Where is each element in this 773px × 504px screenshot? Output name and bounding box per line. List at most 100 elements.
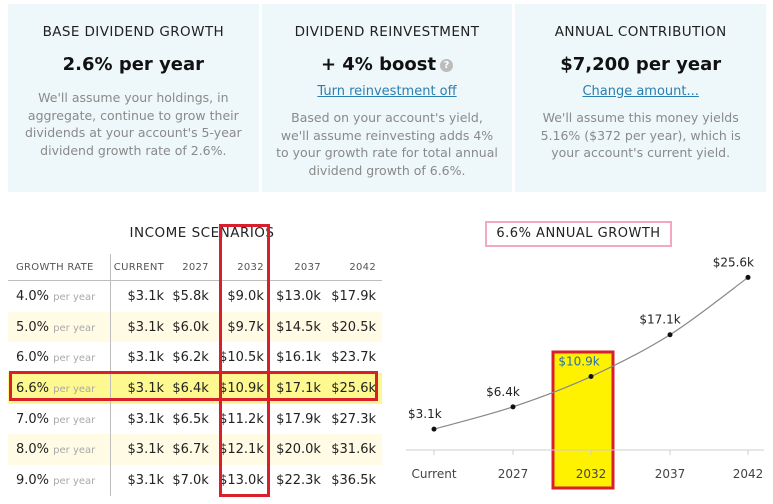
reinvestment-description: Based on your account's yield, we'll ass… [276,110,498,178]
data-label: $17.1k [639,313,680,327]
income-cell: $17.9k [276,411,321,427]
income-cell: $13.0k [219,472,264,488]
income-cell: $13.0k [276,288,321,304]
table-row[interactable]: 5.0% per year $3.1k $6.0k $9.7k $14.5k $20.5k [8,311,382,343]
growth-rate-value: 5.0% [16,319,50,335]
assumption-panels: BASE DIVIDEND GROWTH 2.6% per year We'll… [8,4,767,192]
income-cell: $3.1k [127,288,165,304]
table-row[interactable]: 7.0% per year $3.1k $6.5k $11.2k $17.9k $27.3… [8,403,382,435]
income-cell: $31.6k [326,434,382,466]
income-cell: $6.2k [172,350,209,366]
data-label: $10.9k [558,355,599,369]
reinvestment-panel: DIVIDEND REINVESTMENT + 4% boost? Turn r… [261,4,513,192]
income-scenarios-title: INCOME SCENARIOS [129,225,275,241]
income-cell: $36.5k [331,472,376,488]
income-cell: $16.1k [276,350,321,366]
table-row[interactable]: 8.0% per year $3.1k $6.7k $12.1k $20.0k $31.6… [8,434,382,466]
highlight-2032-column [219,224,270,497]
contribution-panel: ANNUAL CONTRIBUTION $7,200 per year Chan… [515,4,767,192]
income-cell: $3.1k [127,472,165,488]
income-cell: $3.1k [110,311,171,343]
data-point [510,404,516,410]
income-cell: $12.1k [214,434,270,466]
reinvestment-value-row: + 4% boost? [262,54,513,75]
data-label: $25.6k [713,255,754,269]
income-cell: $11.2k [219,411,264,427]
growth-rate-cell: 7.0% per year [8,403,111,435]
highlight-bar-2032 [551,350,615,490]
growth-rate-value: 4.0% [16,288,50,304]
data-point [745,274,751,280]
question-circle-icon[interactable]: ? [440,58,454,72]
base-growth-heading: BASE DIVIDEND GROWTH [42,24,225,40]
per-year-label: per year [53,383,96,395]
income-cell: $3.1k [127,411,165,427]
growth-rate-cell: 9.0% per year [8,465,111,496]
per-year-label: per year [53,445,96,457]
contribution-description: We'll assume this money yields 5.16% ($3… [540,110,741,160]
data-point [667,332,673,338]
base-growth-value: 2.6% per year [62,54,205,75]
per-year-label: per year [53,291,96,303]
table-row[interactable]: 4.0% per year $3.1k $5.8k $9.0k $13.0k $17.9k [8,280,382,312]
data-point [431,426,437,432]
per-year-label: per year [53,322,96,334]
table-header-row: GROWTH RATE CURRENT 2027 2032 2037 2042 [8,254,382,281]
header-2042: 2042 [326,254,382,281]
income-cell: $9.7k [214,311,270,343]
x-tick-label: Current [411,467,456,481]
income-cell: $7.0k [172,472,209,488]
change-amount-link[interactable]: Change amount... [582,84,699,99]
base-growth-description: We'll assume your holdings, in aggregate… [24,90,242,158]
header-2037: 2037 [269,254,327,281]
growth-rate-value: 6.6% [16,380,50,396]
highlight-selected-row [9,371,378,401]
x-tick-label: 2027 [498,467,529,481]
income-cell: $6.5k [172,411,209,427]
x-tick-label: 2037 [655,467,686,481]
income-cell: $22.3k [276,472,321,488]
per-year-label: per year [53,353,96,365]
header-2027: 2027 [170,254,215,281]
per-year-label: per year [53,475,96,487]
header-2032: 2032 [214,254,270,281]
income-cell: $14.5k [269,311,327,343]
income-cell: $27.3k [331,411,376,427]
reinvestment-value: + 4% boost [320,54,437,75]
income-cell: $6.0k [170,311,215,343]
growth-line-chart: $3.1k Current $6.4k 2027 $10.9k 2032 $17.1k 203… [406,255,764,490]
table-row[interactable]: 6.0% per year $3.1k $6.2k $10.5k $16.1k $23.7… [8,342,382,374]
growth-rate-value: 8.0% [16,442,50,458]
x-tick-label: 2042 [733,467,764,481]
income-cell: $3.1k [110,434,171,466]
reinvestment-heading: DIVIDEND REINVESTMENT [294,24,480,40]
income-cell: $5.8k [172,288,209,304]
growth-rate-cell: 5.0% per year [8,311,111,343]
income-cell: $10.5k [219,350,264,366]
header-current: CURRENT [110,254,171,281]
data-label: $6.4k [486,385,520,399]
table-row[interactable]: 9.0% per year $3.1k $7.0k $13.0k $22.3k $36.5… [8,465,382,496]
growth-rate-cell: 4.0% per year [8,280,111,312]
turn-reinvestment-off-link[interactable]: Turn reinvestment off [317,84,457,99]
income-cell: $23.7k [331,350,376,366]
contribution-heading: ANNUAL CONTRIBUTION [554,24,727,40]
income-cell: $17.9k [331,288,376,304]
growth-rate-value: 9.0% [16,472,50,488]
contribution-value: $7,200 per year [560,54,722,75]
income-cell: $20.5k [326,311,382,343]
growth-rate-cell: 8.0% per year [8,434,111,466]
header-growth-rate: GROWTH RATE [8,254,111,281]
income-cell: $10.9k [214,373,270,404]
base-growth-panel: BASE DIVIDEND GROWTH 2.6% per year We'll… [8,4,259,192]
per-year-label: per year [53,414,96,426]
chart-title: 6.6% ANNUAL GROWTH [485,221,672,247]
data-point [588,374,594,380]
x-tick-label: 2032 [576,467,607,481]
growth-rate-cell: 6.0% per year [8,342,111,374]
income-scenarios-table: GROWTH RATE CURRENT 2027 2032 2037 2042 … [8,254,382,496]
growth-rate-value: 7.0% [16,411,50,427]
income-cell: $6.7k [170,434,215,466]
income-cell: $20.0k [269,434,327,466]
data-label: $3.1k [408,407,442,421]
